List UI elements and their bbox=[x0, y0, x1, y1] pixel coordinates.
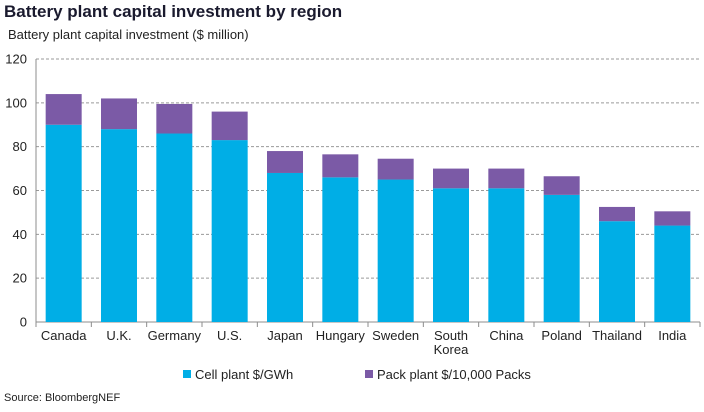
x-tick-label-line: U.K. bbox=[106, 328, 131, 343]
x-tick-label: Canada bbox=[41, 328, 87, 343]
y-tick-label: 120 bbox=[5, 52, 27, 67]
y-tick-label: 60 bbox=[13, 183, 27, 198]
bar-cell-plant bbox=[599, 221, 635, 322]
x-tick-label: South Korea bbox=[434, 328, 469, 357]
bar-pack-plant bbox=[322, 154, 359, 178]
bar-cell-plant bbox=[654, 225, 691, 322]
bar-cell-plant bbox=[156, 133, 193, 322]
x-tick-label-line: Thailand bbox=[592, 328, 642, 343]
chart-title: Battery plant capital investment by regi… bbox=[4, 2, 343, 21]
bar-pack-plant bbox=[267, 151, 303, 173]
x-tick-label-line: Sweden bbox=[372, 328, 419, 343]
bar-cell-plant bbox=[267, 172, 303, 322]
x-tick-label: Japan bbox=[267, 328, 302, 343]
bar-cell-plant bbox=[45, 124, 82, 322]
bar-cell-plant bbox=[543, 194, 580, 322]
bar-cell-plant bbox=[322, 177, 359, 322]
legend-label-pack-plant: Pack plant $/10,000 Packs bbox=[377, 367, 531, 382]
x-tick-label-line: U.S. bbox=[217, 328, 242, 343]
bar-pack-plant bbox=[543, 176, 580, 195]
x-tick-label: U.K. bbox=[106, 328, 131, 343]
y-axis-label: Battery plant capital investment ($ mill… bbox=[8, 27, 249, 42]
source-note: Source: BloombergNEF bbox=[4, 392, 121, 404]
x-tick-label-line: Japan bbox=[267, 328, 302, 343]
stacked-bar-chart: 0 20 40 60 80 100 120 Canada U.K. Germany U.S. Japa… bbox=[5, 52, 701, 382]
legend-swatch-pack-plant bbox=[365, 370, 373, 378]
x-tick-label: Sweden bbox=[372, 328, 419, 343]
bar-cell-plant bbox=[101, 129, 137, 322]
x-tick-label-line: Canada bbox=[41, 328, 87, 343]
x-tick-label: India bbox=[658, 328, 687, 343]
bar-pack-plant bbox=[101, 98, 137, 130]
bar-pack-plant bbox=[45, 94, 82, 125]
x-tick-label: Germany bbox=[148, 328, 202, 343]
x-tick-label-line: South bbox=[434, 328, 468, 343]
x-tick-label: Thailand bbox=[592, 328, 642, 343]
x-tick-label-line: Korea bbox=[434, 342, 469, 357]
bar-pack-plant bbox=[211, 111, 248, 141]
bar-cell-plant bbox=[211, 140, 248, 322]
legend-swatch-cell-plant bbox=[183, 370, 191, 378]
bar-pack-plant bbox=[156, 103, 193, 134]
x-tick-label-line: China bbox=[489, 328, 524, 343]
x-tick-label-line: Poland bbox=[541, 328, 581, 343]
y-tick-label: 0 bbox=[20, 315, 27, 330]
x-tick-label-line: Hungary bbox=[316, 328, 366, 343]
x-tick-label: Hungary bbox=[316, 328, 366, 343]
bar-pack-plant bbox=[377, 158, 414, 180]
bar-cell-plant bbox=[488, 188, 525, 322]
bar-pack-plant bbox=[488, 168, 525, 189]
x-tick-label: Poland bbox=[541, 328, 581, 343]
x-tick-label: China bbox=[489, 328, 524, 343]
y-tick-label: 40 bbox=[13, 227, 27, 242]
bar-pack-plant bbox=[654, 211, 691, 226]
y-tick-label: 20 bbox=[13, 271, 27, 286]
y-tick-label: 80 bbox=[13, 139, 27, 154]
bar-pack-plant bbox=[433, 168, 469, 189]
legend-label-cell-plant: Cell plant $/GWh bbox=[195, 367, 293, 382]
y-tick-label: 100 bbox=[5, 95, 27, 110]
bar-cell-plant bbox=[433, 188, 469, 322]
x-tick-label-line: India bbox=[658, 328, 687, 343]
bar-cell-plant bbox=[377, 179, 414, 322]
bar-pack-plant bbox=[599, 206, 635, 222]
x-tick-label: U.S. bbox=[217, 328, 242, 343]
x-tick-label-line: Germany bbox=[148, 328, 202, 343]
